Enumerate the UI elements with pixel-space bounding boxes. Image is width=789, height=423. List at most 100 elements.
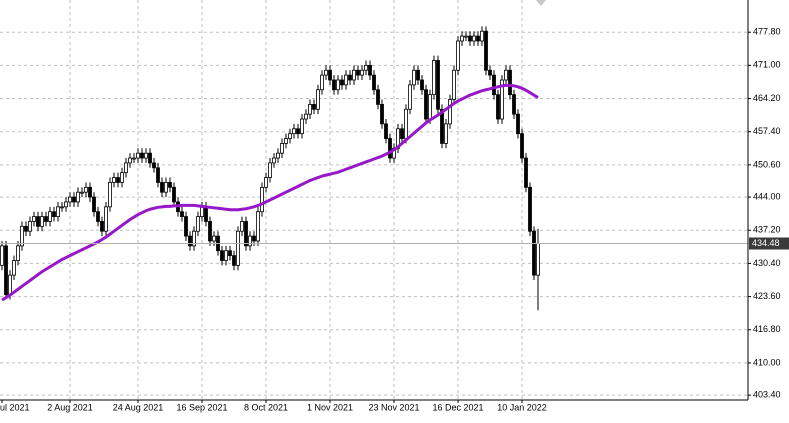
candle-body [236,230,240,266]
candle-body [172,186,176,203]
candle-body [256,211,260,242]
x-tick-label: 16 Dec 2021 [432,402,483,412]
y-tick-label: 437.20 [753,225,781,235]
candle-body [92,196,96,213]
candle-body [80,191,84,194]
candle-body [12,260,16,276]
candle-body [244,221,248,247]
candle-body [204,206,208,222]
candle-body [160,182,164,193]
candle-body [296,128,300,135]
candle-body [312,103,316,110]
candle-body [124,162,128,174]
candle-body [84,186,88,193]
x-tick-label: 24 Aug 2021 [113,402,164,412]
candle-body [260,186,264,213]
candle-body [372,74,376,91]
x-tick-label: 2 Aug 2021 [47,402,93,412]
candle-body [440,108,444,144]
candle-body [536,243,540,276]
candle-body [460,35,464,42]
y-tick-label: 457.40 [753,126,781,136]
candle-body [140,152,144,159]
candle-body [96,211,100,222]
shift-marker [536,0,546,6]
candle-body [164,182,168,193]
y-tick-label: 477.80 [753,27,781,37]
candle-body [360,69,364,76]
x-tick-label: 16 Sep 2021 [176,402,227,412]
y-tick-label: 416.80 [753,324,781,334]
candle-body [468,35,472,42]
candle-body [300,118,304,135]
candle-body [432,60,436,96]
candle-body [200,206,204,217]
candle-body [0,245,4,266]
y-tick-label: 464.20 [753,93,781,103]
candle-body [376,89,380,105]
candle-body [232,255,236,266]
candle-body [324,69,328,76]
candle-body [180,211,184,217]
candle-body [308,103,312,115]
candle-body [248,235,252,247]
candle-body [400,128,404,139]
candle-body [520,133,524,159]
candle-body [404,108,408,139]
candle-body [72,196,76,203]
candle-body [344,74,348,86]
candle-body [492,74,496,96]
candle-body [476,35,480,42]
candle-body [456,40,460,71]
candle-body [224,250,228,261]
plot-area [0,26,748,311]
candle-body [304,113,308,120]
candle-body [68,196,72,203]
candle-body [136,152,140,159]
candle-body [496,94,500,120]
candle-body [424,89,428,120]
candle-body [192,230,196,247]
candle-body [40,216,44,227]
candle-body [464,35,468,38]
y-tick-label: 410.00 [753,357,781,367]
moving-average [1,83,539,302]
y-tick-label: 471.00 [753,60,781,70]
candle-body [452,69,456,100]
candle-body [108,182,112,208]
candle-body [32,216,36,222]
candle-body [408,84,412,110]
candle-body [444,123,448,144]
candle-body [288,133,292,139]
candle-body [316,89,320,110]
y-tick-label: 450.60 [753,159,781,169]
candle-body [280,143,284,154]
candle-body [76,191,80,203]
candle-body [28,221,32,232]
candle-body [20,225,24,247]
candle-body [212,235,216,242]
candle-body [220,250,224,261]
candle-body [504,69,508,81]
candle-body [132,157,136,160]
y-tick-label: 430.40 [753,258,781,268]
candle-body [516,113,520,135]
candle-body [276,152,280,159]
candle-body [128,157,132,164]
candle-body [472,35,476,42]
candle-body [292,128,296,135]
x-tick-label: ul 2021 [0,402,30,412]
candle-body [208,221,212,242]
candle-body [144,152,148,159]
candle-body [332,79,336,91]
x-tick-label: 1 Nov 2021 [307,402,353,412]
candle-body [364,64,368,71]
candle-body [36,216,40,227]
x-tick-label: 8 Oct 2021 [244,402,288,412]
candle-body [64,201,68,208]
candle-body [416,69,420,81]
candle-body [48,211,52,222]
candle-body [436,60,440,110]
candle-body [512,94,516,115]
